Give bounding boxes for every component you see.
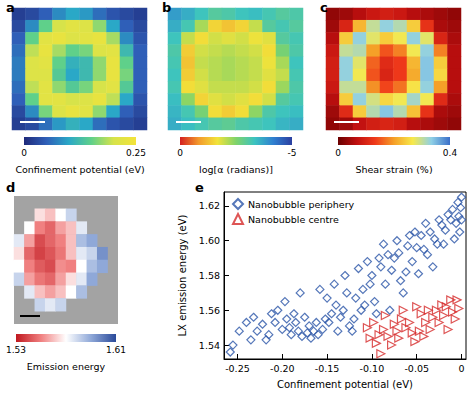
svg-text:0: 0 [335, 148, 341, 158]
svg-text:0: 0 [21, 148, 27, 158]
svg-text:1.56: 1.56 [199, 305, 220, 316]
svg-text:Shear strain (%): Shear strain (%) [355, 164, 432, 175]
svg-text:b: b [162, 0, 171, 15]
svg-text:a: a [6, 0, 15, 15]
svg-text:0.25: 0.25 [126, 148, 146, 158]
svg-text:Confinement potential (eV): Confinement potential (eV) [15, 164, 144, 175]
svg-text:-0.10: -0.10 [360, 363, 385, 374]
svg-text:Confinement potential (eV): Confinement potential (eV) [277, 379, 413, 390]
svg-text:-0.05: -0.05 [404, 363, 429, 374]
svg-text:-0.25: -0.25 [225, 363, 250, 374]
svg-text:Emission energy: Emission energy [27, 361, 106, 372]
svg-text:-0.15: -0.15 [315, 363, 340, 374]
svg-text:1.60: 1.60 [199, 235, 220, 246]
svg-text:LX emission energy (eV): LX emission energy (eV) [177, 214, 188, 336]
svg-text:-0.20: -0.20 [270, 363, 295, 374]
svg-text:1.53: 1.53 [6, 345, 26, 355]
svg-text:0.4: 0.4 [443, 148, 458, 158]
svg-text:Nanobubble periphery: Nanobubble periphery [248, 199, 355, 210]
svg-text:Nanobubble centre: Nanobubble centre [248, 214, 339, 225]
svg-text:1.58: 1.58 [199, 270, 220, 281]
svg-text:0: 0 [177, 148, 183, 158]
svg-text:1.61: 1.61 [106, 345, 126, 355]
svg-text:e: e [195, 180, 204, 195]
svg-text:log[α (radians)]: log[α (radians)] [199, 164, 273, 175]
svg-text:-5: -5 [288, 148, 297, 158]
svg-text:d: d [6, 180, 15, 195]
svg-text:1.62: 1.62 [199, 200, 220, 211]
svg-text:c: c [320, 0, 328, 15]
svg-text:1.54: 1.54 [199, 340, 220, 351]
svg-text:0: 0 [458, 363, 464, 374]
